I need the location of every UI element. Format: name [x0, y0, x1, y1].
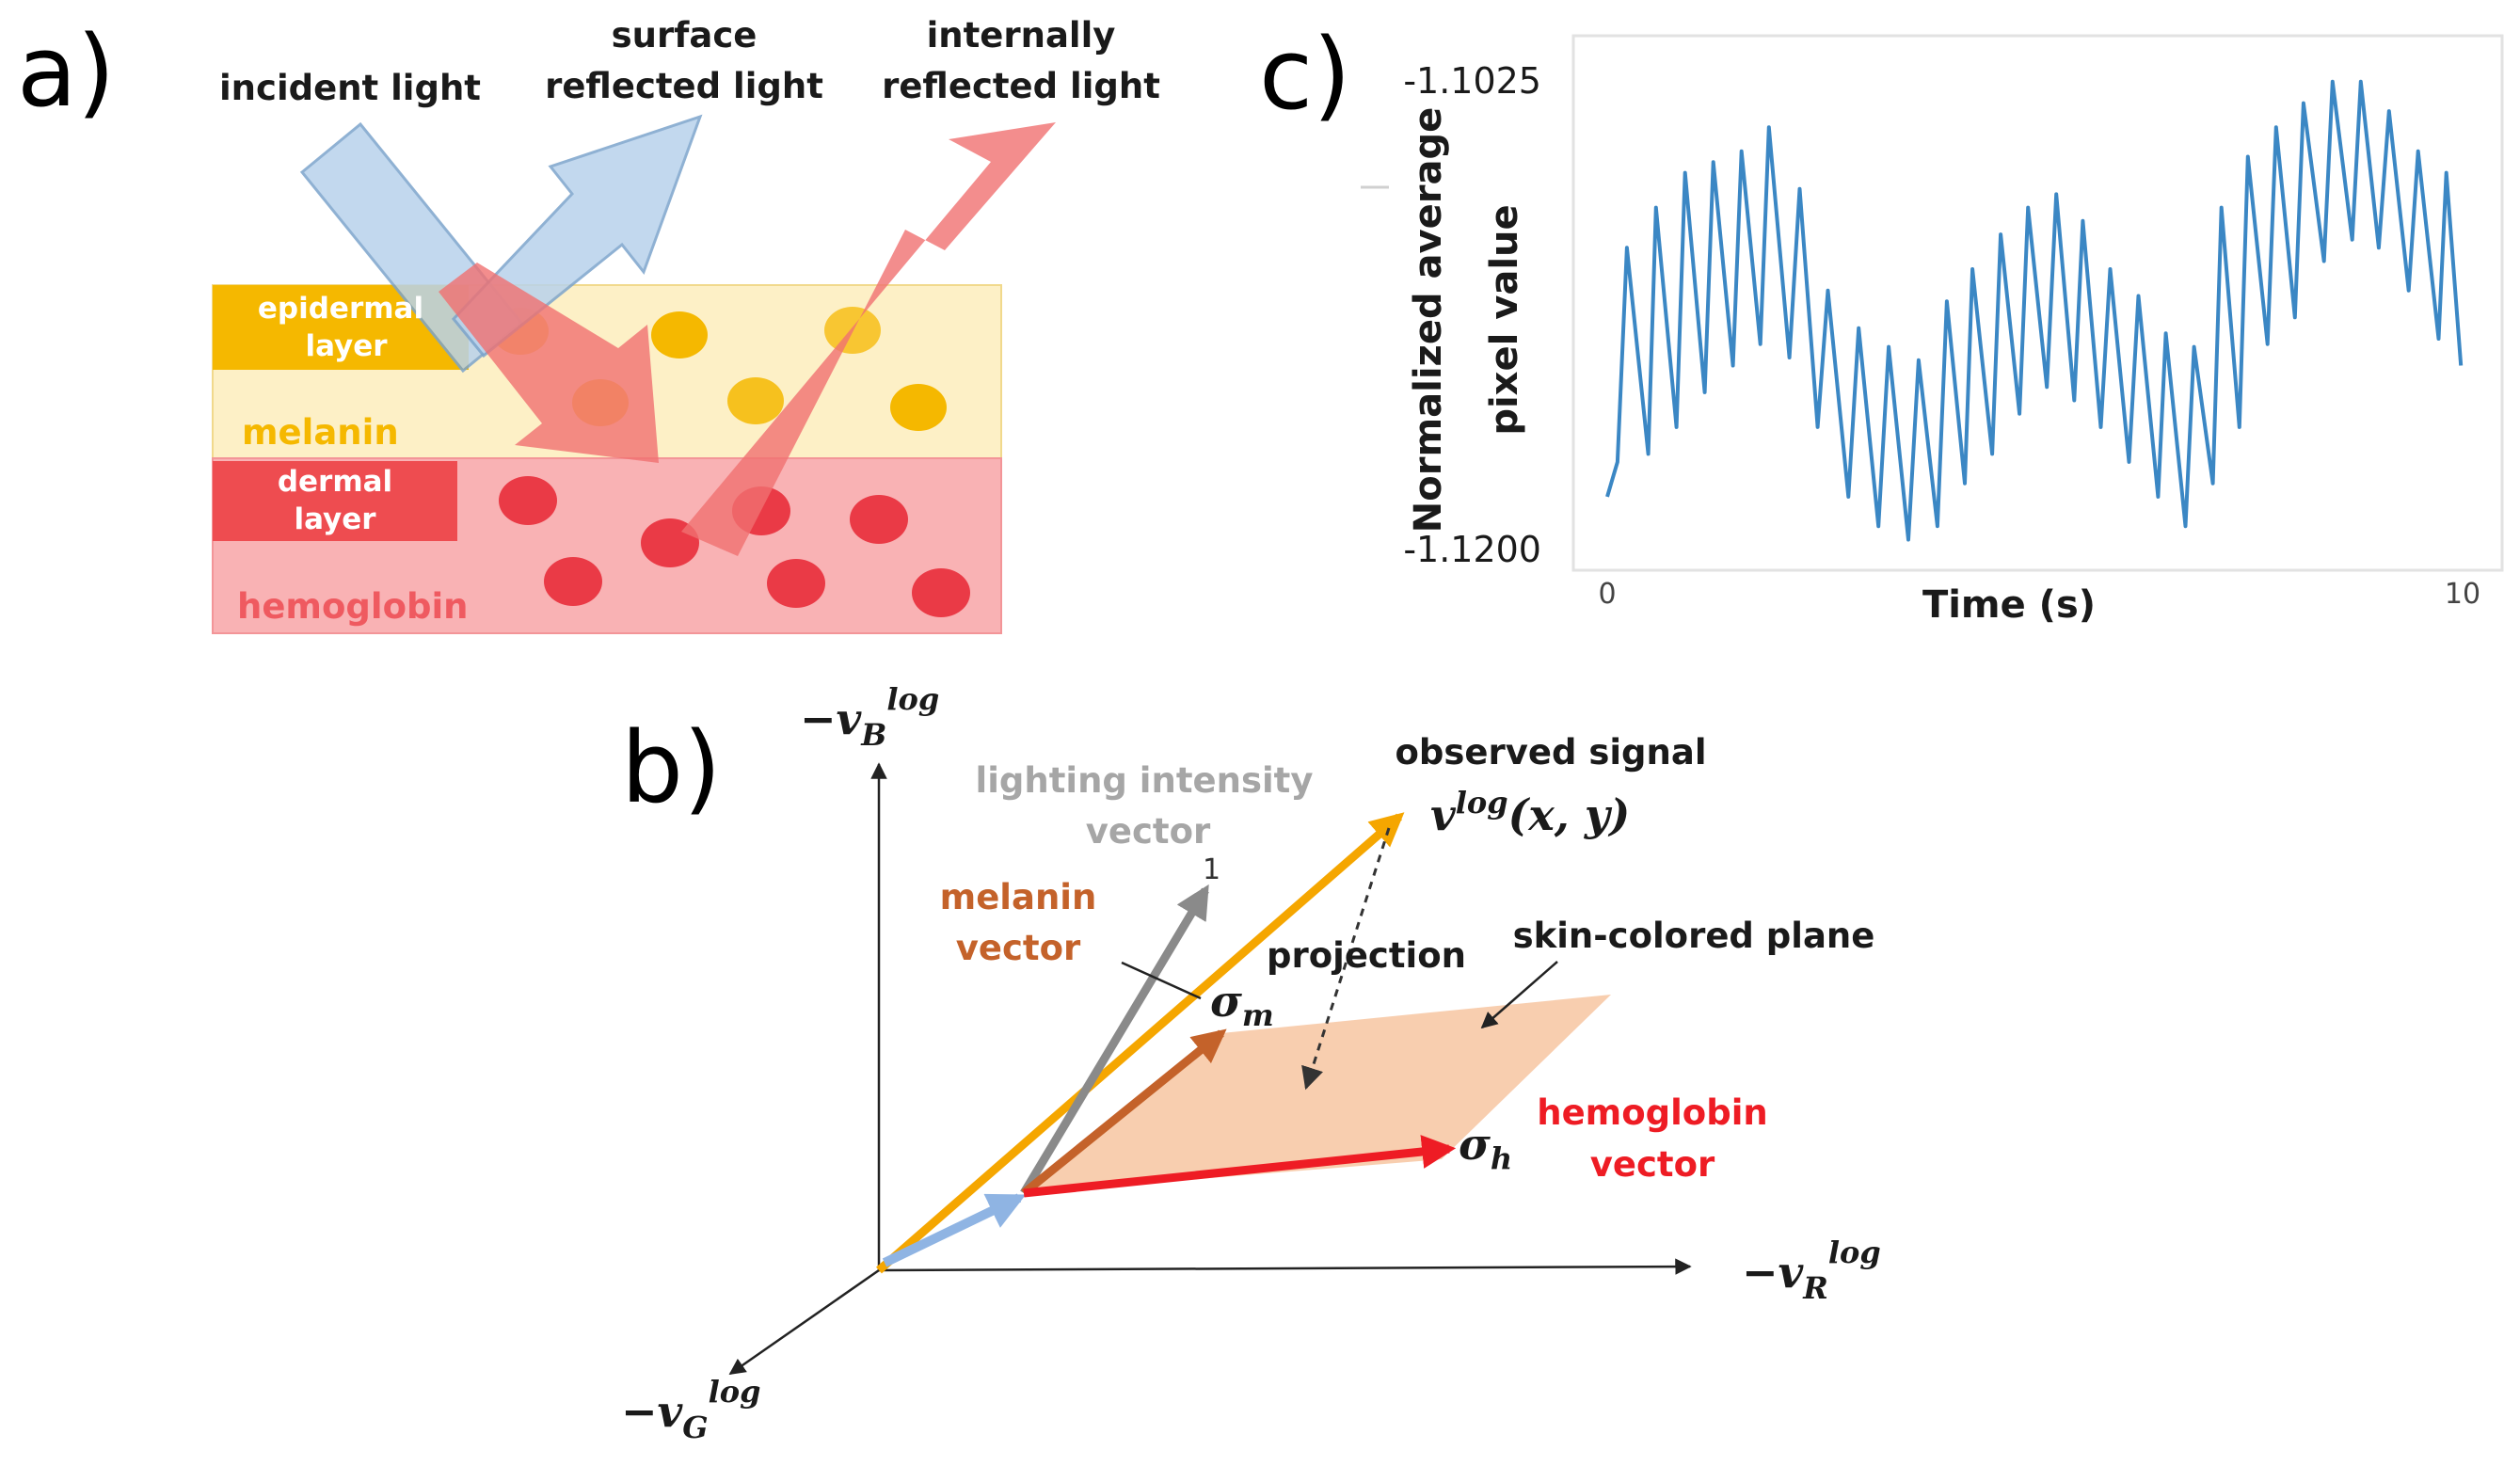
x-axis-label: Time (s)	[1922, 583, 2096, 627]
refracted-light-arrow	[439, 263, 659, 463]
signal-line	[1605, 79, 2464, 542]
observed-signal-label: observed signal	[1395, 732, 1706, 773]
y-axis-label-2: pixel value	[1483, 204, 1526, 435]
melanin-vector-label-1: melanin	[940, 877, 1097, 917]
panel-a-letter: a)	[17, 14, 115, 129]
lighting-intensity-arrow	[1020, 884, 1209, 1196]
v-log-label: vlog(x, y)	[1430, 785, 1630, 840]
axis-g-label: −vGlog	[621, 1374, 760, 1445]
melanin-vector-label-2: vector	[956, 928, 1081, 968]
sigma-m-label: σm	[1210, 976, 1274, 1033]
panel-c: c) -1.1025 -1.1200 0 10 Time (s) Normali…	[1259, 17, 2504, 627]
hemoglobin-dot	[544, 557, 602, 606]
epidermal-label-2: layer	[305, 329, 388, 363]
internally-reflected-label-1: internally	[927, 15, 1116, 56]
projection-label: projection	[1267, 935, 1466, 976]
melanin-label: melanin	[242, 412, 399, 453]
incident-light-label: incident light	[219, 68, 481, 108]
hemoglobin-dot	[499, 476, 557, 525]
skin-colored-plane	[1024, 995, 1611, 1193]
surface-reflected-label-1: surface	[612, 15, 758, 56]
x-tick-left: 0	[1598, 578, 1616, 611]
plane-pointer-arrow	[1480, 961, 1558, 1029]
unit-one-label: 1	[1203, 853, 1220, 886]
melanin-guide-line	[1121, 961, 1202, 1000]
dermal-label-1: dermal	[278, 465, 392, 499]
sigma-h-label: σh	[1459, 1119, 1512, 1176]
hemoglobin-dot	[767, 559, 825, 608]
lighting-intensity-label-1: lighting intensity	[976, 760, 1314, 801]
hemoglobin-dot	[912, 568, 970, 617]
melanin-dot	[651, 311, 708, 359]
hemoglobin-dot	[850, 495, 908, 544]
skin-plane-label: skin-colored plane	[1513, 916, 1875, 956]
hemoglobin-vector-label-1: hemoglobin	[1537, 1092, 1768, 1133]
panel-a: a) incident ligh	[17, 14, 1160, 634]
surface-reflected-label-2: reflected light	[545, 66, 823, 106]
projection-dashed-arrow	[1301, 827, 1391, 1091]
axis-g	[728, 1268, 880, 1376]
y-tick-bottom: -1.1200	[1403, 529, 1541, 570]
internally-reflected-arrow	[681, 122, 1056, 556]
lighting-intensity-label-2: vector	[1086, 811, 1211, 852]
y-tick-top: -1.1025	[1403, 60, 1541, 102]
x-tick-right: 10	[2445, 578, 2480, 611]
dermal-tag	[213, 461, 457, 541]
axis-r	[878, 1258, 1692, 1275]
panel-b: b) −vBlog −vRlog −vGlog lighting intensi…	[621, 681, 1881, 1445]
hemoglobin-vector-arrow	[1023, 1135, 1457, 1198]
panel-b-letter: b)	[621, 710, 722, 825]
dermal-label-2: layer	[294, 502, 376, 536]
axis-b-label: −vBlog	[800, 681, 939, 753]
hemoglobin-vector-label-2: vector	[1590, 1144, 1715, 1185]
hemoglobin-label: hemoglobin	[237, 586, 469, 627]
y-axis-label-1: Normalized average	[1407, 107, 1450, 533]
light-blue-arrow	[882, 1193, 1027, 1267]
internally-reflected-label-2: reflected light	[882, 66, 1160, 106]
melanin-vector-arrow	[1021, 1028, 1227, 1197]
axis-r-label: −vRlog	[1742, 1235, 1881, 1306]
epidermal-label-1: epidermal	[258, 292, 423, 326]
observed-signal-arrow	[876, 812, 1405, 1274]
panel-c-letter: c)	[1259, 17, 1351, 132]
melanin-dot	[727, 377, 784, 424]
melanin-dot	[890, 384, 947, 431]
